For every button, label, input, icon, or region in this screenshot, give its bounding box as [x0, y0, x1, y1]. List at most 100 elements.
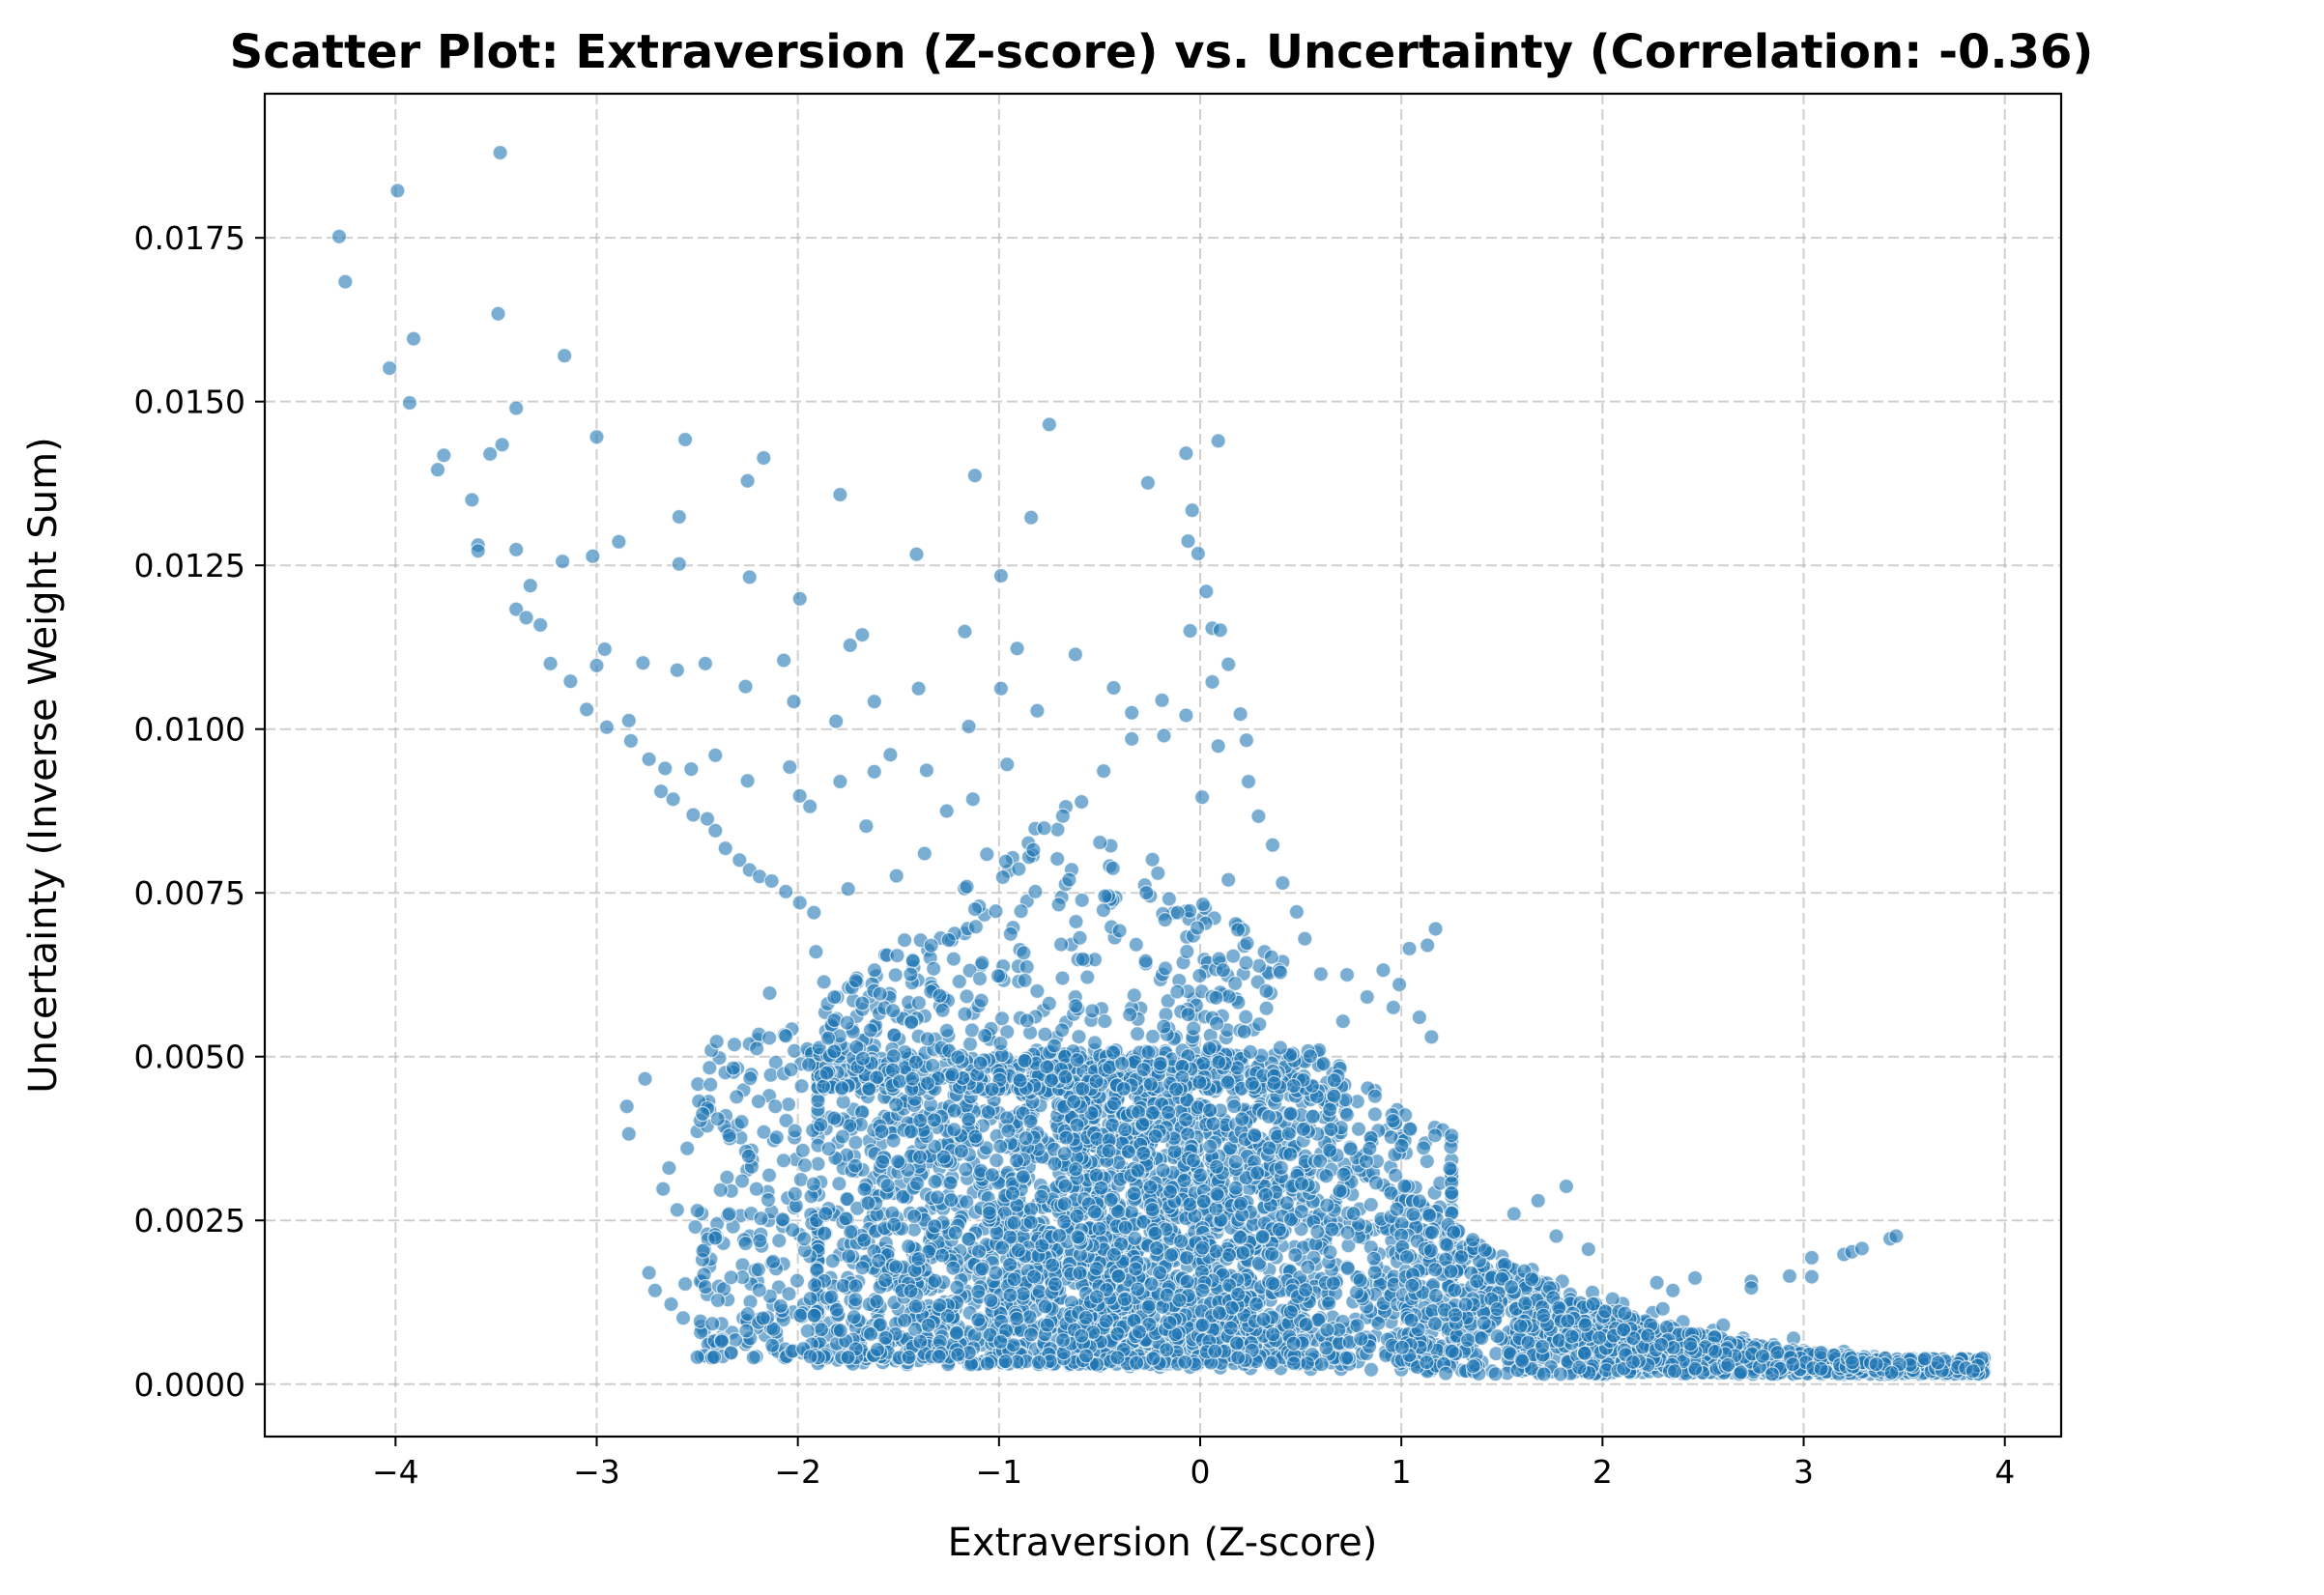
data-point	[1503, 1279, 1520, 1296]
data-point	[1101, 1143, 1117, 1159]
data-point	[1489, 1327, 1506, 1345]
data-point	[756, 449, 772, 467]
data-point	[687, 1218, 703, 1236]
data-point	[828, 713, 845, 729]
data-point	[1420, 937, 1436, 954]
data-point	[1088, 1261, 1105, 1277]
data-point	[1649, 1274, 1665, 1291]
data-point	[1010, 1241, 1027, 1259]
data-point	[1366, 1106, 1384, 1123]
data-point	[1359, 988, 1375, 1006]
data-point	[802, 798, 818, 814]
data-point	[1230, 1286, 1247, 1302]
data-point	[1095, 762, 1112, 780]
data-point	[1265, 1326, 1281, 1343]
data-point	[1057, 1178, 1074, 1194]
data-point	[1446, 1224, 1462, 1240]
data-point	[1147, 1225, 1163, 1241]
data-point	[1194, 1282, 1211, 1298]
data-point	[1205, 1115, 1221, 1132]
data-point	[1844, 1354, 1861, 1371]
data-point	[1813, 1345, 1829, 1361]
data-point	[1110, 1267, 1127, 1285]
chart-title: Scatter Plot: Extraversion (Z-score) vs.…	[230, 25, 2094, 79]
data-point	[1067, 646, 1084, 663]
data-point	[1129, 1354, 1145, 1371]
data-point	[490, 305, 506, 322]
data-point	[1339, 1260, 1356, 1277]
data-point	[786, 694, 802, 710]
data-point	[1506, 1206, 1522, 1222]
data-point	[1322, 1101, 1338, 1118]
data-point	[1469, 1273, 1485, 1290]
data-point	[646, 1282, 664, 1298]
data-point	[1404, 1277, 1420, 1294]
data-point	[669, 1202, 685, 1218]
data-point	[1666, 1363, 1683, 1380]
data-point	[707, 822, 724, 839]
data-point	[1313, 1355, 1330, 1373]
data-point	[959, 1193, 975, 1210]
data-point	[652, 783, 670, 800]
data-point	[1212, 622, 1228, 639]
data-point	[961, 718, 977, 735]
data-point	[1220, 871, 1237, 888]
data-point	[1302, 1048, 1319, 1065]
data-point	[557, 348, 573, 364]
data-point	[1127, 1261, 1144, 1277]
data-point	[389, 183, 406, 199]
data-point	[806, 904, 822, 921]
data-point	[983, 1292, 999, 1309]
data-point	[1178, 707, 1194, 724]
data-point	[737, 678, 754, 695]
data-point	[1116, 1122, 1133, 1138]
data-point	[813, 1322, 830, 1338]
data-point	[1264, 1245, 1280, 1263]
data-point	[1086, 1204, 1104, 1220]
data-point	[671, 555, 687, 572]
data-point	[1342, 1141, 1359, 1157]
data-point	[1209, 1185, 1225, 1203]
data-point	[741, 569, 758, 585]
data-point	[1720, 1356, 1736, 1374]
data-point	[1457, 1296, 1474, 1313]
data-point	[1321, 1142, 1338, 1158]
data-point	[611, 533, 627, 550]
data-point	[1192, 1167, 1209, 1183]
data-point	[1733, 1364, 1749, 1381]
data-point	[1250, 808, 1267, 825]
data-point	[585, 548, 601, 564]
data-point	[1396, 1178, 1413, 1194]
data-point	[1069, 1208, 1085, 1224]
data-point	[732, 852, 748, 869]
data-point	[1226, 1097, 1243, 1115]
data-point	[1074, 793, 1090, 811]
data-point	[1222, 1320, 1239, 1336]
data-point	[1411, 1009, 1428, 1026]
data-point	[1305, 1108, 1321, 1125]
data-point	[979, 846, 995, 863]
data-point	[981, 1205, 998, 1221]
data-point	[1426, 1127, 1444, 1144]
data-point	[1000, 1123, 1017, 1139]
data-point	[1210, 433, 1226, 449]
data-point	[1389, 1201, 1405, 1217]
data-point	[1051, 1227, 1068, 1244]
data-point	[508, 601, 525, 617]
data-point	[1261, 1140, 1277, 1156]
data-point	[1349, 1317, 1365, 1334]
data-point	[1315, 1055, 1332, 1072]
data-point	[1707, 1343, 1724, 1360]
data-point	[683, 760, 700, 778]
data-point	[1124, 704, 1140, 721]
data-point	[1363, 1196, 1379, 1213]
data-point	[1393, 1137, 1410, 1154]
data-point	[674, 1310, 692, 1326]
data-point	[1300, 1259, 1316, 1275]
data-point	[330, 228, 348, 244]
data-point	[810, 1155, 826, 1172]
data-point	[1211, 1304, 1228, 1322]
data-point	[1443, 1263, 1459, 1280]
data-point	[707, 747, 724, 763]
